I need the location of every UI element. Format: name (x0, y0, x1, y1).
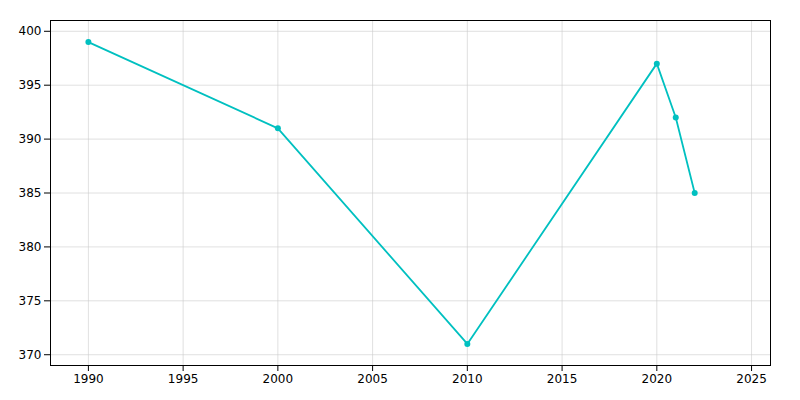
svg-text:2005: 2005 (357, 372, 388, 386)
svg-text:385: 385 (19, 186, 42, 200)
svg-text:390: 390 (19, 132, 42, 146)
svg-text:2010: 2010 (452, 372, 483, 386)
svg-text:2025: 2025 (736, 372, 767, 386)
svg-text:2015: 2015 (547, 372, 578, 386)
svg-text:395: 395 (19, 78, 42, 92)
svg-text:2020: 2020 (642, 372, 673, 386)
svg-text:1995: 1995 (168, 372, 199, 386)
svg-text:2000: 2000 (263, 372, 294, 386)
svg-text:380: 380 (19, 240, 42, 254)
svg-text:375: 375 (19, 294, 42, 308)
svg-text:400: 400 (19, 24, 42, 38)
svg-text:1990: 1990 (73, 372, 104, 386)
svg-text:370: 370 (19, 348, 42, 362)
